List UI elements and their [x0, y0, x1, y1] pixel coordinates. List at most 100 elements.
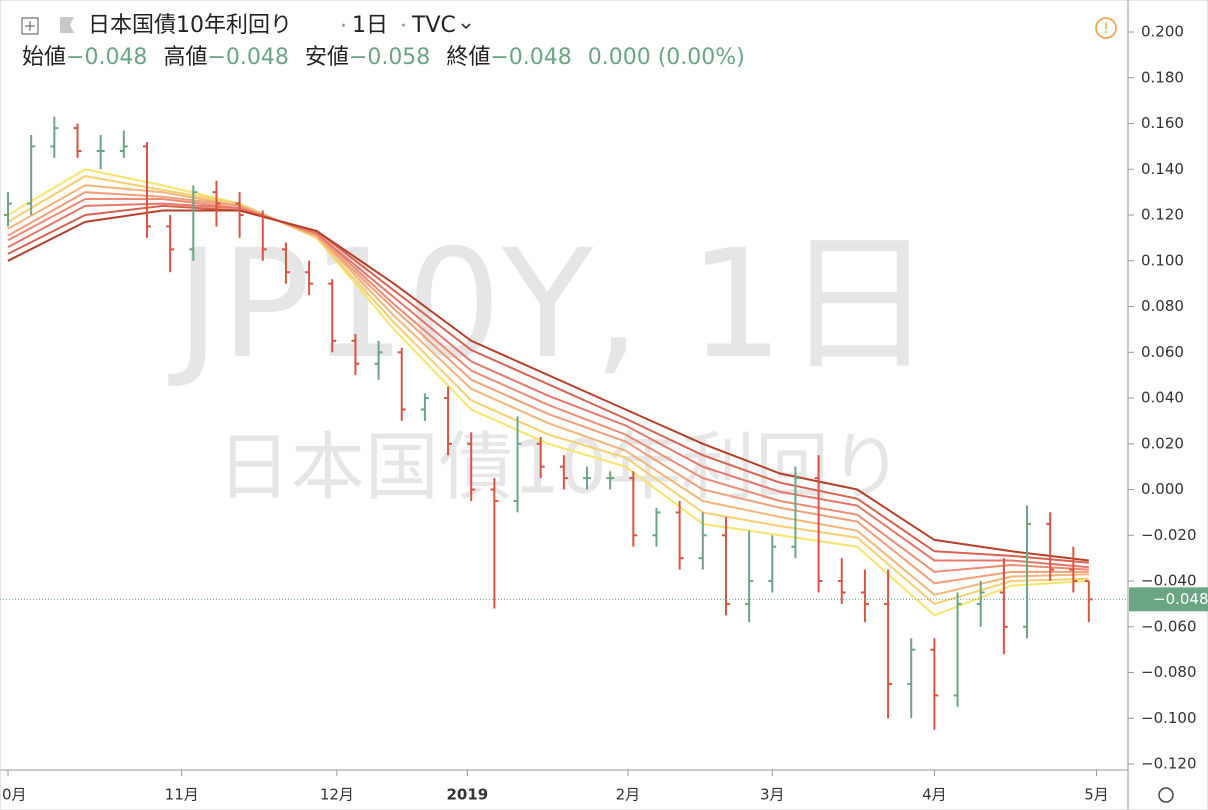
ohlc-bar — [907, 638, 916, 719]
ribbon-line — [7, 168, 1089, 617]
watermark-symbol: JP10Y, 1日 — [168, 218, 934, 392]
ohlc-bar — [73, 123, 82, 158]
ohlc-bar — [860, 569, 869, 623]
ohlc-bar — [142, 141, 151, 238]
ohlc-bar — [814, 455, 823, 593]
ribbon-line — [7, 191, 1089, 585]
y-tick-label: 0.100 — [1141, 251, 1184, 269]
ohlc-bar — [166, 215, 175, 273]
ohlc-bar — [490, 478, 499, 609]
legend-value: −0.058 — [349, 45, 430, 70]
alert-icon[interactable] — [1095, 17, 1117, 39]
ohlc-bar — [212, 180, 221, 227]
y-tick-label: −0.020 — [1141, 526, 1197, 544]
ohlc-bar — [976, 581, 985, 627]
ribbon-line — [7, 202, 1089, 569]
ohlc-bar — [930, 638, 939, 730]
y-tick-label: −0.080 — [1141, 663, 1197, 681]
x-tick-label: 4月 — [922, 786, 947, 804]
ohlc-bar — [1046, 512, 1055, 582]
x-tick-label: 2019 — [446, 786, 488, 804]
legend-change: 0.000 (0.00%) — [588, 45, 745, 70]
ribbon-line — [7, 184, 1089, 596]
ohlc-bar — [305, 260, 314, 296]
ohlc-bar — [467, 432, 476, 501]
legend-label: 終値 — [446, 45, 490, 70]
ohlc-bar — [281, 242, 290, 284]
ohlc-bar — [420, 393, 429, 421]
ohlc-legend: 始値 −0.048 高値 −0.048 安値 −0.058 終値 −0.048 0.000 (0… — [22, 45, 745, 70]
expand-icon[interactable] — [21, 17, 39, 35]
x-tick-label: 0月 — [2, 786, 27, 804]
header: 日本国債10年利回り · 1日 · TVC — [21, 13, 471, 39]
last-price-label: −0.048 — [1153, 590, 1208, 608]
ohlc-bar — [235, 192, 244, 238]
separator: · — [340, 14, 347, 39]
y-tick-label: 0.180 — [1141, 68, 1184, 86]
x-tick-label: 11月 — [165, 786, 199, 804]
x-tick-label: 2月 — [616, 786, 641, 804]
legend-label: 安値 — [305, 45, 349, 70]
ohlc-bar — [50, 116, 59, 158]
settings-gear — [1158, 787, 1174, 803]
ohlc-bar — [96, 134, 105, 170]
legend-label: 高値 — [163, 45, 207, 70]
legend-value: −0.048 — [490, 45, 571, 70]
x-tick-label: 5月 — [1084, 786, 1109, 804]
ohlc-bar — [837, 558, 846, 604]
last-price-tag — [1129, 587, 1208, 612]
ohlc-bar — [953, 592, 962, 707]
ohlc-bar — [606, 471, 615, 490]
y-tick-label: 0.080 — [1141, 297, 1184, 315]
y-tick-label: 0.000 — [1141, 480, 1184, 498]
ohlc-bar — [397, 347, 406, 421]
ohlc-bar — [745, 530, 754, 623]
y-tick-label: 0.140 — [1141, 160, 1184, 178]
ohlc-bar — [652, 507, 661, 547]
ohlc-bar — [698, 512, 707, 570]
ribbon-line — [7, 204, 1089, 564]
ohlc-bar — [513, 416, 522, 513]
legend-label: 始値 — [22, 45, 66, 70]
ohlc-bar — [768, 535, 777, 593]
legend-value: −0.048 — [66, 45, 147, 70]
ohlc-bar — [583, 466, 592, 490]
y-tick-label: 0.120 — [1141, 206, 1184, 224]
ohlc-bar — [1023, 505, 1032, 639]
symbol-title: 日本国債10年利回り — [88, 13, 292, 38]
ohlc-bar — [374, 340, 383, 380]
flag-icon[interactable] — [60, 17, 74, 33]
dropdown-icon[interactable] — [461, 23, 471, 30]
ohlc-bar — [4, 192, 13, 227]
y-tick-label: 0.040 — [1141, 389, 1184, 407]
ohlc-bar — [721, 516, 730, 616]
y-tick-label: −0.040 — [1141, 572, 1197, 590]
y-tick-label: 0.020 — [1141, 434, 1184, 452]
y-tick-label: −0.100 — [1141, 709, 1197, 727]
ribbon-line — [7, 198, 1089, 573]
ohlc-bar — [328, 279, 337, 353]
expand-icon-plus — [25, 21, 35, 31]
source: TVC — [411, 13, 456, 38]
ohlc-bar — [1069, 546, 1078, 593]
ohlc-bar — [791, 466, 800, 559]
y-tick-label: 0.200 — [1141, 23, 1184, 41]
ohlc-bar — [351, 333, 360, 376]
ohlc-bar — [189, 185, 198, 261]
y-tick-label: −0.060 — [1141, 617, 1197, 635]
y-tick-label: 0.160 — [1141, 114, 1184, 132]
ohlc-bar — [675, 500, 684, 570]
ribbon-line — [7, 175, 1089, 606]
settings-icon[interactable] — [1158, 787, 1174, 803]
alert-icon-mark: ! — [1103, 21, 1109, 37]
y-tick-label: 0.060 — [1141, 343, 1184, 361]
ohlc-bar — [119, 130, 128, 158]
ohlc-bar — [559, 455, 568, 490]
ribbon-line — [7, 209, 1089, 562]
interval: 1日 — [352, 13, 388, 38]
y-tick-label: −0.120 — [1141, 755, 1197, 773]
separator: · — [400, 14, 407, 39]
